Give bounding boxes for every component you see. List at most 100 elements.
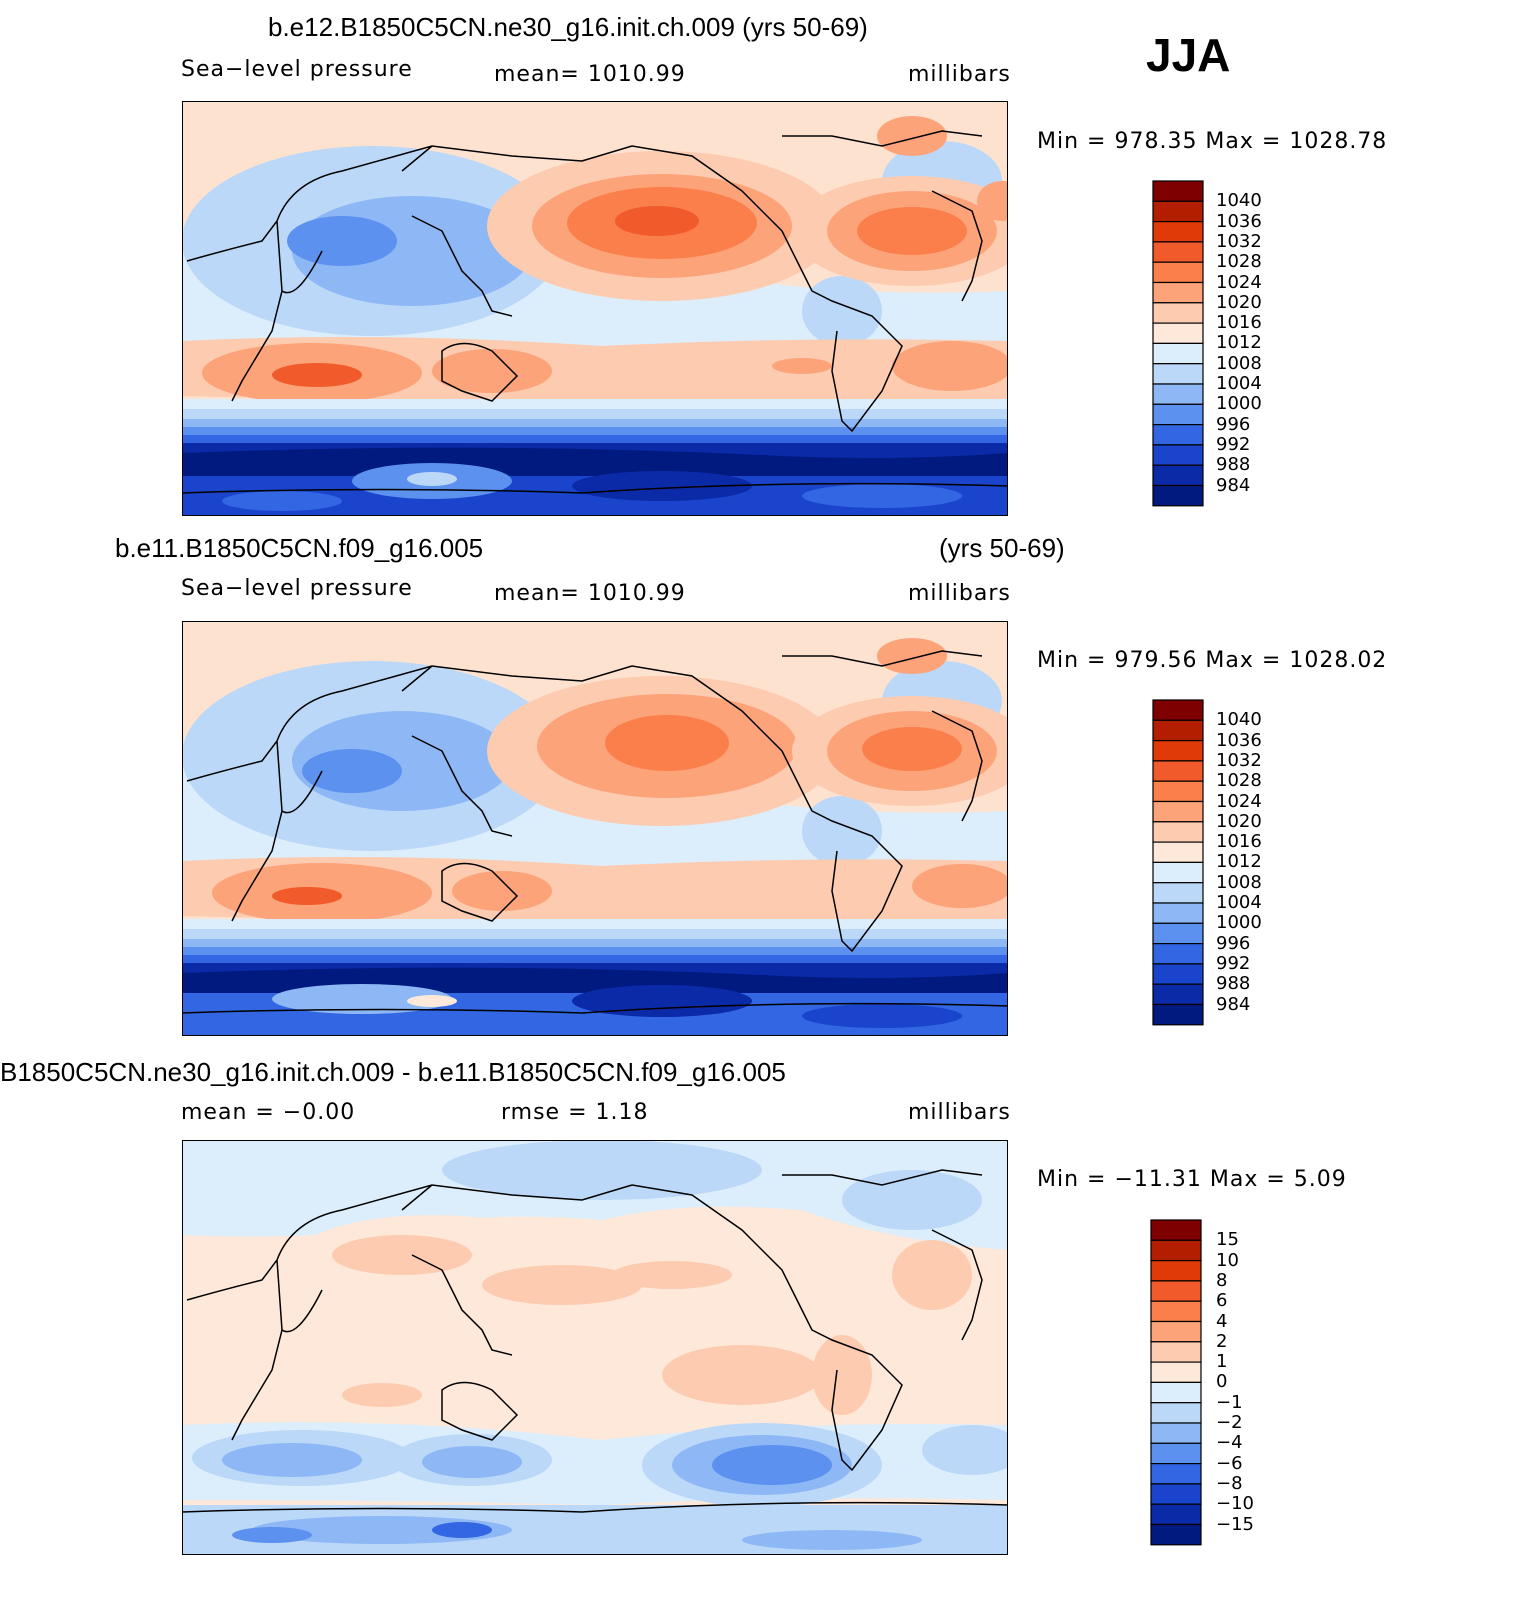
colorbar-tick-label: −2: [1216, 1412, 1243, 1433]
panel1-units-label: millibars: [908, 62, 1011, 87]
colorbar-tick-label: 996: [1216, 932, 1251, 954]
colorbar-box: [1152, 821, 1204, 843]
colorbar-tick-label: −8: [1216, 1472, 1243, 1494]
colorbar-box: [1152, 699, 1204, 721]
colorbar-box: [1152, 861, 1204, 884]
panel1-title: b.e12.B1850C5CN.ne30_g16.init.ch.009 (yr…: [268, 12, 868, 42]
colorbar-tick-label: 1028: [1216, 251, 1262, 273]
colorbar-box: [1152, 780, 1204, 803]
panel2-colorbar: [1152, 699, 1204, 1026]
colorbar-tick-label: 1032: [1216, 749, 1262, 771]
colorbar-tick-label: 988: [1216, 973, 1251, 995]
colorbar-box: [1152, 922, 1204, 945]
colorbar-box: [1152, 841, 1204, 864]
panel2-variable-label: Sea−level pressure: [181, 576, 413, 601]
colorbar-tick-label: 6: [1216, 1290, 1228, 1312]
colorbar-box: [1152, 322, 1204, 345]
colorbar-tick-label: 1012: [1216, 332, 1262, 354]
colorbar-box: [1152, 1003, 1204, 1026]
panel2-map: [182, 621, 1008, 1036]
colorbar-box: [1150, 1320, 1202, 1343]
colorbar-tick-label: 1012: [1216, 851, 1262, 873]
colorbar-tick-label: 1008: [1216, 352, 1262, 374]
colorbar-box: [1150, 1280, 1202, 1302]
panel3-rmse-label: rmse = 1.18: [501, 1100, 649, 1125]
colorbar-box: [1152, 403, 1204, 426]
panel1-mean-label: mean= 1010.99: [494, 62, 686, 87]
colorbar-tick-label: 1040: [1216, 709, 1262, 731]
colorbar-tick-label: 15: [1216, 1229, 1239, 1251]
colorbar-box: [1150, 1442, 1202, 1465]
colorbar-tick-label: 1024: [1216, 271, 1262, 293]
colorbar-box: [1152, 383, 1204, 405]
colorbar-tick-label: 8: [1216, 1269, 1228, 1291]
colorbar-box: [1150, 1402, 1202, 1424]
panel3-units-label: millibars: [908, 1100, 1011, 1125]
colorbar-box: [1152, 180, 1204, 202]
colorbar-tick-label: 4: [1216, 1310, 1228, 1332]
panel2-title-left: b.e11.B1850C5CN.f09_g16.005: [115, 533, 484, 563]
colorbar-tick-label: 992: [1216, 952, 1251, 974]
colorbar-box: [1152, 800, 1204, 823]
panel3-minmax-label: Min = −11.31 Max = 5.09: [1037, 1167, 1347, 1192]
colorbar-box: [1152, 902, 1204, 924]
colorbar-box: [1152, 261, 1204, 284]
colorbar-box: [1152, 464, 1204, 487]
colorbar-tick-label: 1004: [1216, 892, 1262, 913]
colorbar-tick-label: 992: [1216, 433, 1251, 455]
panel1-map: [182, 101, 1008, 516]
panel3-title: B1850C5CN.ne30_g16.init.ch.009 - b.e11.B…: [0, 1057, 786, 1087]
colorbar-tick-label: −1: [1216, 1391, 1243, 1413]
colorbar-tick-label: 1000: [1216, 393, 1262, 415]
colorbar-box: [1152, 241, 1204, 263]
colorbar-tick-label: 1024: [1216, 790, 1262, 812]
panel3-map: [182, 1140, 1008, 1555]
colorbar-tick-label: 1000: [1216, 912, 1262, 934]
colorbar-tick-label: 1028: [1216, 770, 1262, 792]
colorbar-box: [1152, 760, 1204, 782]
panel1-variable-label: Sea−level pressure: [181, 57, 413, 82]
colorbar-box: [1152, 281, 1204, 304]
colorbar-box: [1150, 1239, 1202, 1262]
colorbar-tick-label: 1020: [1216, 810, 1262, 832]
colorbar-box: [1150, 1219, 1202, 1241]
panel1-minmax-label: Min = 978.35 Max = 1028.78: [1037, 129, 1388, 154]
colorbar-box: [1152, 739, 1204, 762]
panel2-title-right: (yrs 50-69): [939, 533, 1065, 563]
colorbar-tick-label: 1032: [1216, 230, 1262, 252]
panel3-mean-label: mean = −0.00: [181, 1100, 356, 1125]
colorbar-tick-label: 996: [1216, 413, 1251, 435]
colorbar-box: [1152, 983, 1204, 1006]
colorbar-tick-label: 1: [1216, 1351, 1228, 1373]
colorbar-box: [1152, 424, 1204, 446]
colorbar-tick-label: −6: [1216, 1452, 1243, 1474]
colorbar-box: [1152, 882, 1204, 904]
colorbar-box: [1150, 1259, 1202, 1282]
colorbar-tick-label: 984: [1216, 993, 1251, 1015]
colorbar-tick-label: 10: [1216, 1249, 1239, 1271]
colorbar-box: [1152, 220, 1204, 243]
colorbar-tick-label: 1040: [1216, 190, 1262, 212]
colorbar-box: [1150, 1463, 1202, 1485]
colorbar-tick-label: 1036: [1216, 210, 1262, 232]
colorbar-box: [1150, 1523, 1202, 1546]
colorbar-box: [1152, 963, 1204, 985]
colorbar-tick-label: −15: [1216, 1513, 1254, 1535]
colorbar-tick-label: 1004: [1216, 373, 1262, 394]
panel2-units-label: millibars: [908, 581, 1011, 606]
colorbar-box: [1150, 1422, 1202, 1444]
colorbar-box: [1152, 363, 1204, 385]
colorbar-box: [1152, 943, 1204, 965]
colorbar-box: [1152, 342, 1204, 365]
colorbar-tick-label: 1016: [1216, 831, 1262, 853]
colorbar-tick-label: 1016: [1216, 312, 1262, 334]
panel3-colorbar: [1150, 1219, 1202, 1546]
colorbar-box: [1150, 1483, 1202, 1505]
colorbar-box: [1152, 719, 1204, 742]
colorbar-box: [1150, 1361, 1202, 1384]
colorbar-box: [1152, 200, 1204, 223]
colorbar-box: [1152, 444, 1204, 466]
panel1-colorbar: [1152, 180, 1204, 507]
colorbar-box: [1150, 1381, 1202, 1404]
panel2-minmax-label: Min = 979.56 Max = 1028.02: [1037, 648, 1388, 673]
